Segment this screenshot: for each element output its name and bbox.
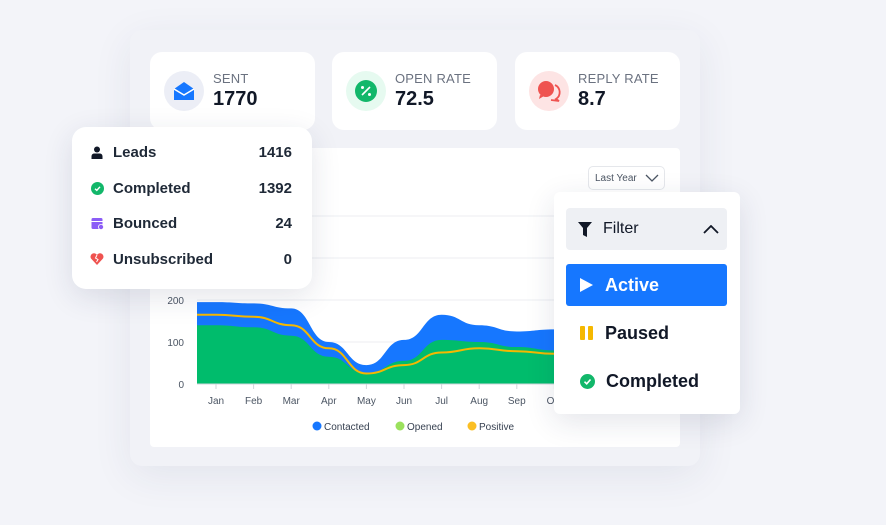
chevron-up-icon [703,224,719,234]
stat-value: 72.5 [395,88,434,110]
y-tick-label: 0 [178,380,184,391]
legend-label: Positive [479,422,514,433]
summary-row-completed: Completed 1392 [90,171,292,207]
pause-icon [580,326,593,340]
filter-option-paused[interactable]: Paused [566,312,727,354]
period-select[interactable]: Last Year [588,166,665,190]
summary-value: 24 [275,215,292,233]
filter-dropdown: Filter Active Paused Completed [554,192,740,414]
summary-label: Unsubscribed [113,250,214,268]
summary-value: 1416 [258,144,292,162]
broken-heart-icon [90,252,104,266]
x-tick-label: Aug [470,396,488,407]
filter-option-completed[interactable]: Completed [566,360,727,402]
leads-summary-popup: Leads 1416 Completed 1392 Bounced 24 Uns… [72,127,312,289]
stat-label: SENT [213,71,249,86]
summary-row-bounced: Bounced 24 [90,206,292,242]
filter-option-label: Paused [605,322,670,343]
funnel-icon [578,221,592,237]
filter-option-label: Active [605,274,660,295]
y-tick-label: 100 [167,338,184,349]
envelope-open-icon [164,71,204,111]
stat-value: 1770 [213,88,258,110]
x-tick-label: Sep [508,396,526,407]
stat-value: 8.7 [578,88,606,110]
y-tick-label: 200 [167,296,184,307]
legend-marker [312,421,322,431]
filter-toggle[interactable]: Filter [566,208,727,250]
filter-option-label: Completed [606,370,700,391]
legend-label: Contacted [324,422,370,433]
summary-label: Completed [113,179,191,197]
summary-value: 0 [283,250,292,268]
x-tick-label: Jun [396,396,412,407]
x-tick-label: Feb [245,396,263,407]
check-circle-icon [90,181,104,195]
chat-bubbles-icon [529,71,569,111]
x-tick-label: Mar [283,396,301,407]
check-circle-icon [580,373,595,389]
calendar-x-icon [90,217,104,231]
stat-label: OPEN RATE [395,71,471,86]
stat-card-sent: SENT 1770 [150,52,315,130]
legend-marker [395,421,405,431]
user-icon [90,146,104,160]
chevron-down-icon [645,174,659,182]
summary-row-unsubscribed: Unsubscribed 0 [90,242,292,278]
summary-value: 1392 [258,179,292,197]
percent-icon [346,71,386,111]
stat-card-reply-rate: REPLY RATE 8.7 [515,52,680,130]
stat-card-open-rate: OPEN RATE 72.5 [332,52,497,130]
play-icon [580,278,593,292]
x-tick-label: Jan [208,396,224,407]
series-line-positive [197,313,680,375]
x-tick-label: Apr [321,396,337,407]
legend-label: Opened [407,422,443,433]
stat-label: REPLY RATE [578,71,659,86]
summary-label: Bounced [113,215,178,233]
x-tick-label: May [357,396,376,407]
summary-row-leads: Leads 1416 [90,135,292,171]
x-tick-label: Jul [435,396,448,407]
legend-marker [467,421,477,431]
summary-label: Leads [113,144,157,162]
filter-title: Filter [603,220,639,237]
filter-option-active[interactable]: Active [566,264,727,306]
period-select-value: Last Year [595,172,637,184]
